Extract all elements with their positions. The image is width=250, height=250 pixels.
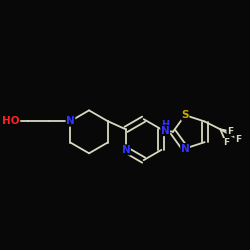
Text: H: H — [161, 120, 169, 130]
Text: F: F — [223, 138, 229, 147]
Text: N: N — [181, 144, 190, 154]
Text: F: F — [235, 134, 241, 143]
Text: F: F — [227, 127, 233, 136]
Text: S: S — [181, 110, 189, 120]
Text: N: N — [122, 145, 130, 155]
Text: HO: HO — [2, 116, 20, 126]
Text: N: N — [66, 116, 75, 126]
Text: N: N — [161, 126, 170, 136]
